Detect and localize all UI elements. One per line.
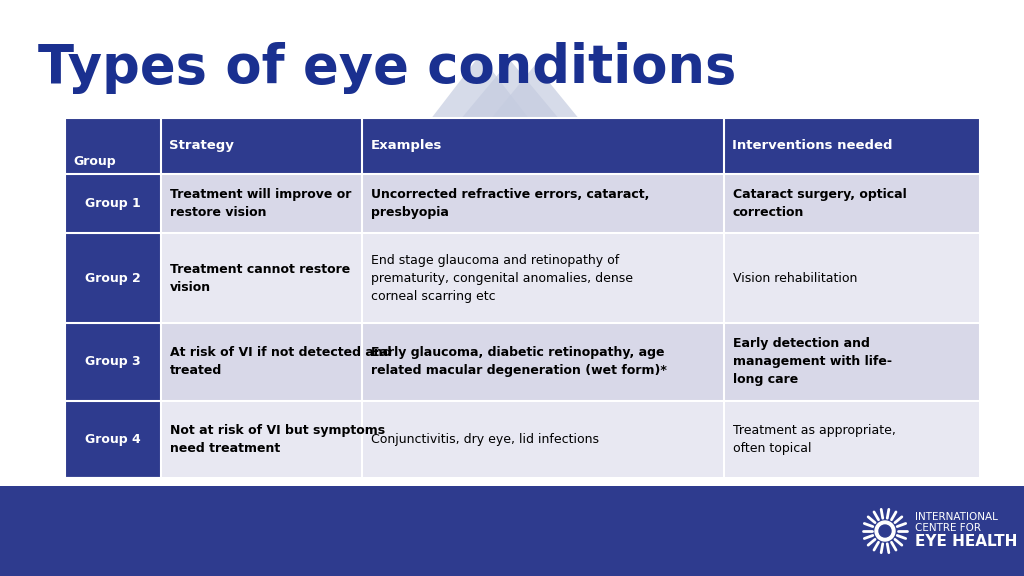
Polygon shape (430, 55, 530, 120)
Bar (161, 400, 980, 478)
Bar (161, 233, 980, 323)
Bar (65, 233, 161, 323)
Text: Treatment cannot restore
vision: Treatment cannot restore vision (170, 263, 350, 294)
Text: Early glaucoma, diabetic retinopathy, age
related macular degeneration (wet form: Early glaucoma, diabetic retinopathy, ag… (372, 346, 668, 377)
Text: Conjunctivitis, dry eye, lid infections: Conjunctivitis, dry eye, lid infections (372, 433, 599, 446)
Text: Examples: Examples (371, 139, 441, 153)
Bar (65, 400, 161, 478)
Text: Treatment will improve or
restore vision: Treatment will improve or restore vision (170, 188, 351, 219)
Text: Not at risk of VI but symptoms
need treatment: Not at risk of VI but symptoms need trea… (170, 424, 385, 455)
Bar (65, 323, 161, 400)
Polygon shape (460, 60, 560, 120)
Bar (0, 486, 1024, 576)
Text: INTERNATIONAL: INTERNATIONAL (915, 512, 997, 522)
Text: Group: Group (73, 155, 116, 168)
Text: CENTRE FOR: CENTRE FOR (915, 523, 981, 533)
Circle shape (874, 521, 895, 541)
Text: End stage glaucoma and retinopathy of
prematurity, congenital anomalies, dense
c: End stage glaucoma and retinopathy of pr… (372, 253, 634, 303)
Text: Vision rehabilitation: Vision rehabilitation (733, 272, 857, 285)
Text: At risk of VI if not detected and
treated: At risk of VI if not detected and treate… (170, 346, 392, 377)
Text: Group 3: Group 3 (85, 355, 141, 369)
Polygon shape (490, 65, 580, 120)
Bar (161, 323, 980, 400)
Text: Cataract surgery, optical
correction: Cataract surgery, optical correction (733, 188, 906, 219)
Text: Group 2: Group 2 (85, 272, 141, 285)
Bar (65, 118, 980, 174)
Text: EYE HEALTH: EYE HEALTH (915, 535, 1018, 550)
Bar (161, 174, 980, 233)
Text: Strategy: Strategy (169, 139, 233, 153)
Text: Interventions needed: Interventions needed (732, 139, 892, 153)
Circle shape (879, 525, 891, 537)
Text: Uncorrected refractive errors, cataract,
presbyopia: Uncorrected refractive errors, cataract,… (372, 188, 650, 219)
Text: Treatment as appropriate,
often topical: Treatment as appropriate, often topical (733, 424, 896, 455)
Text: Group 1: Group 1 (85, 197, 141, 210)
Bar (65, 174, 161, 233)
Text: Types of eye conditions: Types of eye conditions (38, 42, 736, 94)
Text: Group 4: Group 4 (85, 433, 141, 446)
Text: Early detection and
management with life-
long care: Early detection and management with life… (733, 338, 892, 386)
